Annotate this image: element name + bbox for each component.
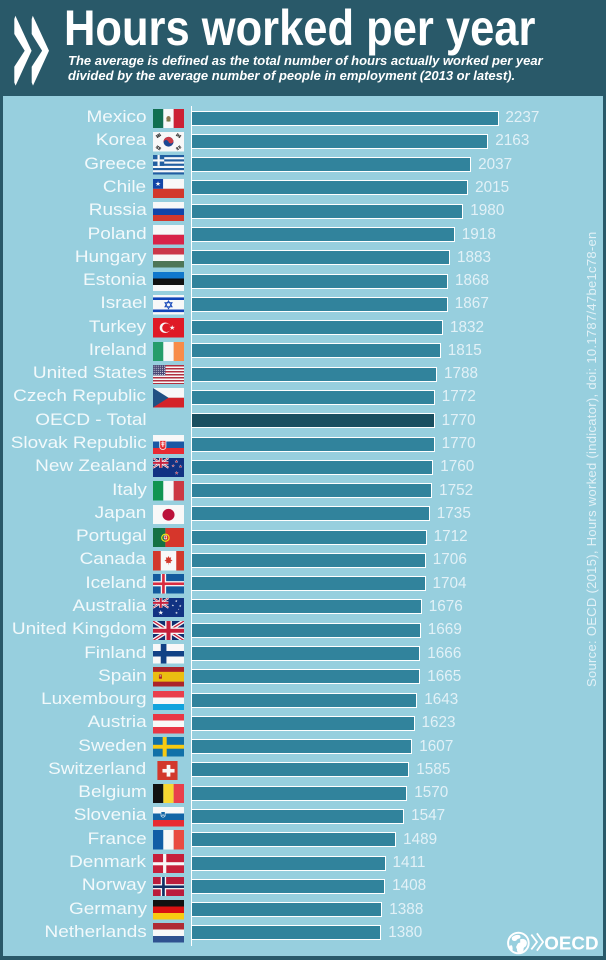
svg-text:OECD: OECD <box>544 932 598 953</box>
